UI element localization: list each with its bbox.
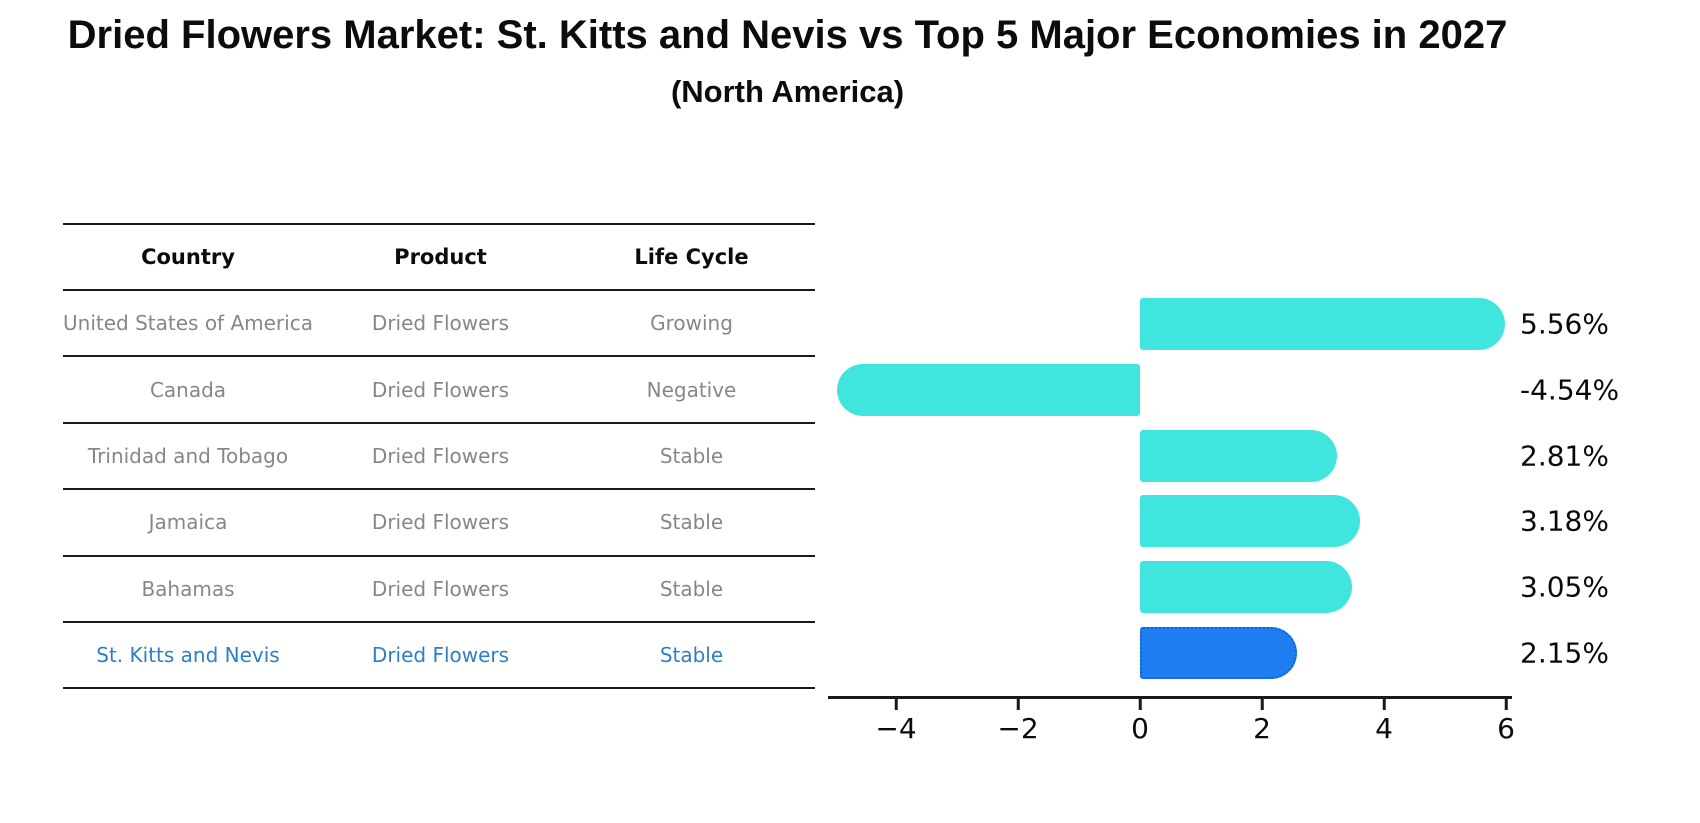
table-header-cell: Life Cycle	[634, 245, 749, 269]
table-cell-life-cycle: Growing	[650, 311, 733, 336]
chart-title: Dried Flowers Market: St. Kitts and Nevi…	[67, 13, 1508, 57]
chart-subtitle: (North America)	[670, 74, 905, 109]
table-cell-product: Dried Flowers	[371, 311, 510, 336]
x-axis-tick	[1382, 698, 1386, 710]
table-cell-country: Jamaica	[148, 510, 228, 535]
x-axis-tick-label: 2	[1253, 712, 1271, 745]
bar-value-label: 2.15%	[1520, 636, 1609, 670]
x-axis-tick-label: 6	[1497, 712, 1515, 745]
table-cell-country: United States of America	[63, 311, 313, 336]
table-cell-country: Trinidad and Tobago	[87, 443, 289, 468]
bar-jamaica	[1140, 495, 1360, 548]
table-cell-product: Dried Flowers	[371, 510, 510, 535]
bar-trinidad-and-tobago	[1140, 429, 1338, 482]
table-row: Canada Dried Flowers Negative	[63, 357, 815, 424]
table-row: St. Kitts and Nevis Dried Flowers Stable	[63, 623, 815, 690]
table-cell-country: St. Kitts and Nevis	[96, 643, 280, 668]
table-cell-product: Dried Flowers	[371, 377, 510, 402]
x-axis-tick	[894, 698, 898, 710]
x-axis-line	[828, 696, 1512, 699]
table-row: Jamaica Dried Flowers Stable	[63, 490, 815, 557]
table-cell-life-cycle: Negative	[646, 377, 737, 402]
x-axis-tick-label: 0	[1131, 712, 1149, 745]
table-row: Bahamas Dried Flowers Stable	[63, 557, 815, 623]
comparison-table: Country Product Life Cycle United States of…	[63, 223, 815, 690]
table-cell-product: Dried Flowers	[371, 443, 510, 468]
table-header-row: Country Product Life Cycle	[63, 225, 815, 291]
x-axis-tick-label: 4	[1375, 712, 1393, 745]
table-cell-life-cycle: Stable	[659, 576, 724, 601]
x-axis-tick-label: −4	[875, 712, 917, 745]
bar-st-kitts-and-nevis	[1140, 627, 1298, 679]
bar-bahamas	[1140, 561, 1353, 614]
bar-united-states-of-america	[1140, 298, 1506, 350]
bar-canada	[837, 363, 1140, 416]
table-header-cell: Product	[394, 245, 487, 269]
table-row: United States of America Dried Flowers Gro…	[63, 291, 815, 358]
x-axis-tick	[1138, 698, 1142, 710]
table-cell-life-cycle: Stable	[659, 643, 724, 668]
x-axis-tick	[1016, 698, 1020, 710]
table-cell-life-cycle: Stable	[659, 443, 724, 468]
x-axis-tick-label: −2	[997, 712, 1039, 745]
bar-value-label: -4.54%	[1520, 373, 1620, 407]
table-cell-country: Canada	[149, 377, 227, 402]
table-cell-life-cycle: Stable	[659, 510, 724, 535]
bar-value-label: 3.18%	[1520, 504, 1609, 538]
table-cell-product: Dried Flowers	[371, 576, 510, 601]
bar-value-label: 3.05%	[1520, 570, 1609, 604]
table-row: Trinidad and Tobago Dried Flowers Stable	[63, 424, 815, 491]
x-axis-tick	[1260, 698, 1264, 710]
bar-value-label: 2.81%	[1520, 439, 1609, 473]
bar-value-label: 5.56%	[1520, 307, 1609, 341]
table-cell-product: Dried Flowers	[371, 643, 510, 668]
x-axis-tick	[1504, 698, 1508, 710]
table-header-cell: Country	[141, 245, 235, 269]
table-cell-country: Bahamas	[141, 576, 235, 601]
title-block: Dried Flowers Market: St. Kitts and Nevi…	[0, 0, 1575, 110]
